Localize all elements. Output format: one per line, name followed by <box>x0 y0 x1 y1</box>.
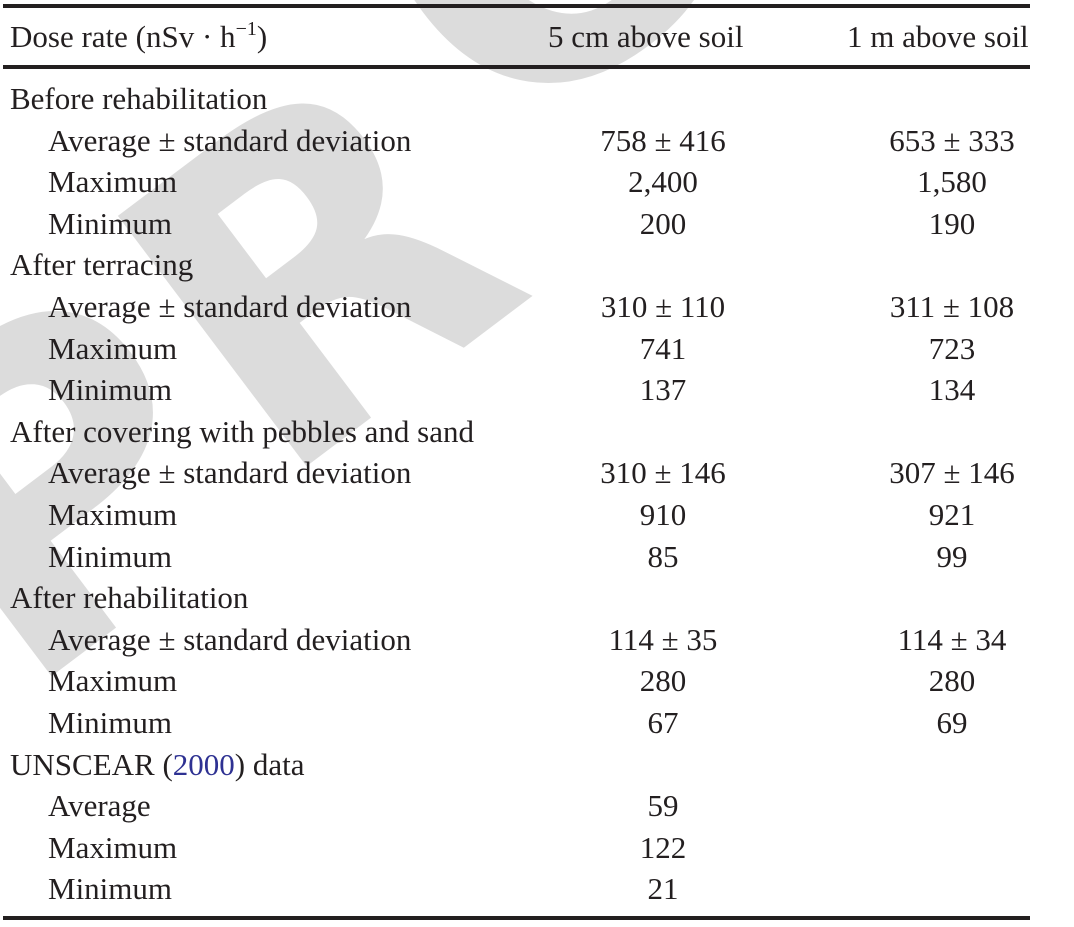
row-label: Average ± standard deviation <box>48 122 412 158</box>
row-label: Minimum <box>48 538 173 574</box>
section-label: Before rehabilitation <box>10 81 268 116</box>
value-5cm-above-soil: 310 ± 146 <box>600 455 726 491</box>
table-row: Maximum 280 280 <box>0 660 1074 702</box>
row-label: Maximum <box>48 829 178 865</box>
table-row: Average ± standard deviation 758 ± 416 653… <box>0 120 1074 162</box>
section-label: After rehabilitation <box>10 580 249 616</box>
section-label: After covering with pebbles and sand <box>10 413 475 449</box>
table-row: Minimum 67 69 <box>0 702 1074 744</box>
table-row: Average ± standard deviation 310 ± 146 307… <box>0 452 1074 494</box>
citation-link[interactable]: 2000 <box>172 746 235 782</box>
value-5cm-above-soil: 114 ± 35 <box>608 621 718 657</box>
header-dose-rate: Dose rate (nSv · h−1) <box>10 8 267 65</box>
table-section-row: After terracing <box>0 244 1074 286</box>
value-5cm-above-soil: 122 <box>639 829 687 865</box>
section-label-suffix: ) data <box>234 746 305 782</box>
value-1m-above-soil: 114 ± 34 <box>897 621 1007 657</box>
value-1m-above-soil: 190 <box>928 205 976 241</box>
table-row: Average 59 <box>0 785 1074 827</box>
table-top-rule <box>3 4 1030 8</box>
row-label: Maximum <box>48 330 178 366</box>
value-5cm-above-soil: 310 ± 110 <box>600 288 726 324</box>
table-header-row: Dose rate (nSv · h−1) 5 cm above soil 1 … <box>0 8 1074 65</box>
table-row: Minimum 137 134 <box>0 369 1074 411</box>
value-5cm-above-soil: 137 <box>639 372 687 408</box>
header-5cm-above-soil: 5 cm above soil <box>548 19 744 54</box>
value-5cm-above-soil: 67 <box>647 704 679 740</box>
value-1m-above-soil: 280 <box>928 663 976 699</box>
value-5cm-above-soil: 59 <box>647 788 679 824</box>
row-label: Average ± standard deviation <box>48 455 412 491</box>
table-row: Maximum 741 723 <box>0 328 1074 370</box>
table-header-rule <box>3 65 1030 69</box>
table-row: Minimum 200 190 <box>0 203 1074 245</box>
table-section-row: After rehabilitation <box>0 577 1074 619</box>
table-row: Maximum 122 <box>0 827 1074 869</box>
table-section-row: UNSCEAR (2000) data <box>0 744 1074 786</box>
table-row: Minimum 85 99 <box>0 536 1074 578</box>
value-5cm-above-soil: 910 <box>639 496 687 532</box>
value-1m-above-soil: 1,580 <box>917 164 987 200</box>
value-5cm-above-soil: 85 <box>647 538 679 574</box>
row-label: Minimum <box>48 372 173 408</box>
section-label: UNSCEAR (2000) data <box>10 744 304 786</box>
value-1m-above-soil: 307 ± 146 <box>889 455 1015 491</box>
value-5cm-above-soil: 2,400 <box>628 164 698 200</box>
section-label: After terracing <box>10 247 194 283</box>
row-label: Minimum <box>48 871 173 907</box>
row-label: Maximum <box>48 496 178 532</box>
value-1m-above-soil: 723 <box>928 330 976 366</box>
row-label: Maximum <box>48 663 178 699</box>
header-1m-above-soil: 1 m above soil <box>847 19 1029 54</box>
header-dose-rate-suffix: ) <box>256 19 268 54</box>
section-label-prefix: UNSCEAR ( <box>10 746 173 782</box>
row-label: Minimum <box>48 205 173 241</box>
value-1m-above-soil: 134 <box>928 372 976 408</box>
table-section-row: Before rehabilitation <box>0 78 1074 120</box>
value-1m-above-soil: 921 <box>928 496 976 532</box>
row-label: Average ± standard deviation <box>48 621 412 657</box>
table-row: Average ± standard deviation 310 ± 110 311… <box>0 286 1074 328</box>
value-5cm-above-soil: 741 <box>639 330 687 366</box>
row-label: Average <box>48 788 151 824</box>
row-label: Maximum <box>48 164 178 200</box>
table-body: Before rehabilitation Average ± standard … <box>0 78 1074 910</box>
table-row: Minimum 21 <box>0 868 1074 910</box>
value-5cm-above-soil: 758 ± 416 <box>600 122 726 158</box>
table-row: Maximum 2,400 1,580 <box>0 161 1074 203</box>
value-1m-above-soil: 69 <box>936 704 968 740</box>
row-label: Average ± standard deviation <box>48 288 412 324</box>
value-5cm-above-soil: 21 <box>647 871 679 907</box>
value-1m-above-soil: 311 ± 108 <box>889 288 1015 324</box>
value-5cm-above-soil: 280 <box>639 663 687 699</box>
header-dose-rate-prefix: Dose rate (nSv · h <box>10 19 236 54</box>
value-1m-above-soil: 99 <box>936 538 968 574</box>
table-row: Maximum 910 921 <box>0 494 1074 536</box>
value-1m-above-soil: 653 ± 333 <box>889 122 1015 158</box>
value-5cm-above-soil: 200 <box>639 205 687 241</box>
table-row: Average ± standard deviation 114 ± 35 114 … <box>0 619 1074 661</box>
table-bottom-rule <box>3 916 1030 920</box>
row-label: Minimum <box>48 704 173 740</box>
table-section-row: After covering with pebbles and sand <box>0 411 1074 453</box>
header-dose-rate-superscript: −1 <box>235 18 257 40</box>
